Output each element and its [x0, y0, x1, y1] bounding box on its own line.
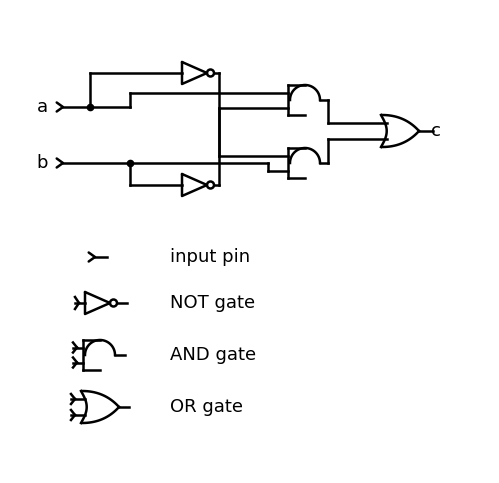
- Text: b: b: [36, 154, 48, 172]
- Text: input pin: input pin: [170, 248, 250, 266]
- Text: c: c: [431, 122, 441, 140]
- Text: OR gate: OR gate: [170, 398, 243, 416]
- Text: AND gate: AND gate: [170, 346, 256, 364]
- Text: a: a: [36, 98, 47, 116]
- Text: NOT gate: NOT gate: [170, 294, 255, 312]
